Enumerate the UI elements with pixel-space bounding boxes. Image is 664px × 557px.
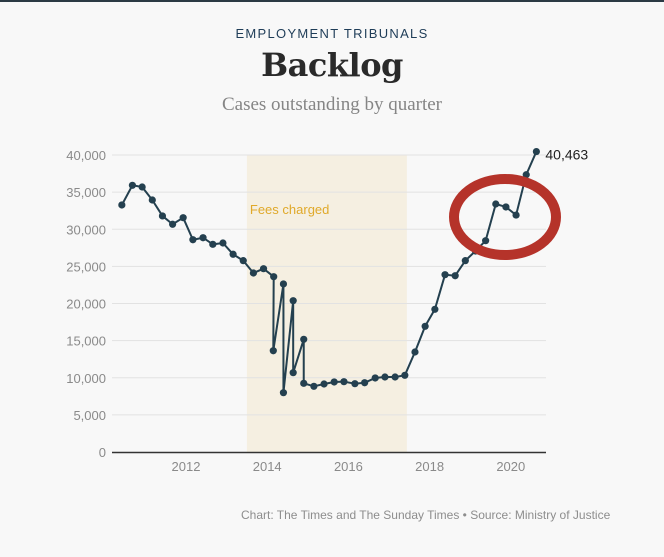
data-point (118, 201, 126, 209)
y-tick-label: 40,000 (66, 148, 106, 163)
data-point (361, 379, 369, 387)
data-point (289, 369, 297, 377)
data-point (289, 297, 297, 305)
data-point (158, 212, 167, 220)
x-tick-label: 2014 (253, 459, 282, 474)
data-point (300, 379, 308, 387)
fees-charged-label: Fees charged (250, 202, 330, 217)
data-point (532, 147, 540, 156)
data-point (209, 240, 217, 248)
chart-source: Chart: The Times and The Sunday Times • … (241, 508, 611, 522)
data-point (249, 269, 257, 277)
data-point (148, 196, 156, 204)
y-tick-label: 35,000 (66, 185, 106, 200)
data-point (320, 380, 328, 388)
data-point (482, 237, 490, 245)
data-point (431, 305, 439, 313)
data-point (411, 348, 419, 356)
end-value-label: 40,463 (545, 147, 588, 163)
chart-subtitle: Cases outstanding by quarter (221, 94, 443, 115)
data-point (219, 239, 227, 247)
data-point (391, 373, 399, 381)
data-point (259, 265, 268, 273)
data-point (229, 250, 237, 258)
data-point (239, 257, 247, 265)
y-tick-label: 10,000 (66, 371, 106, 386)
y-tick-label: 5,000 (73, 408, 106, 423)
series-line (120, 151, 538, 394)
data-point (128, 181, 137, 189)
data-point (492, 200, 500, 208)
data-point (199, 234, 207, 242)
data-point (401, 371, 409, 379)
x-tick-label: 2016 (334, 459, 363, 474)
x-tick-label: 2018 (415, 459, 444, 474)
data-point (461, 257, 469, 265)
data-point (330, 378, 338, 386)
y-tick-label: 30,000 (66, 222, 106, 237)
data-point (381, 373, 389, 381)
y-tick-label: 25,000 (66, 259, 106, 274)
data-point (512, 211, 520, 219)
x-tick-label: 2012 (172, 459, 201, 474)
data-point (279, 389, 288, 397)
y-tick-label: 20,000 (66, 297, 106, 312)
data-point (189, 236, 197, 244)
data-point (441, 271, 449, 279)
data-point (310, 382, 318, 390)
y-tick-label: 15,000 (66, 334, 106, 349)
chart-kicker: EMPLOYMENT TRIBUNALS (235, 26, 429, 41)
data-point (300, 335, 308, 343)
data-point (351, 380, 359, 388)
data-point (270, 273, 278, 281)
y-tick-label: 0 (99, 445, 106, 460)
data-point (169, 220, 177, 228)
data-point (138, 183, 146, 191)
highlight-ellipse (449, 174, 561, 260)
data-point (279, 280, 288, 288)
data-point (269, 347, 277, 355)
x-tick-label: 2020 (496, 459, 525, 474)
data-point (371, 374, 379, 382)
data-point (502, 203, 510, 211)
data-point (340, 378, 348, 386)
data-point (451, 272, 459, 280)
data-point (421, 322, 429, 330)
chart-title: Backlog (261, 46, 403, 84)
data-point (179, 214, 187, 222)
